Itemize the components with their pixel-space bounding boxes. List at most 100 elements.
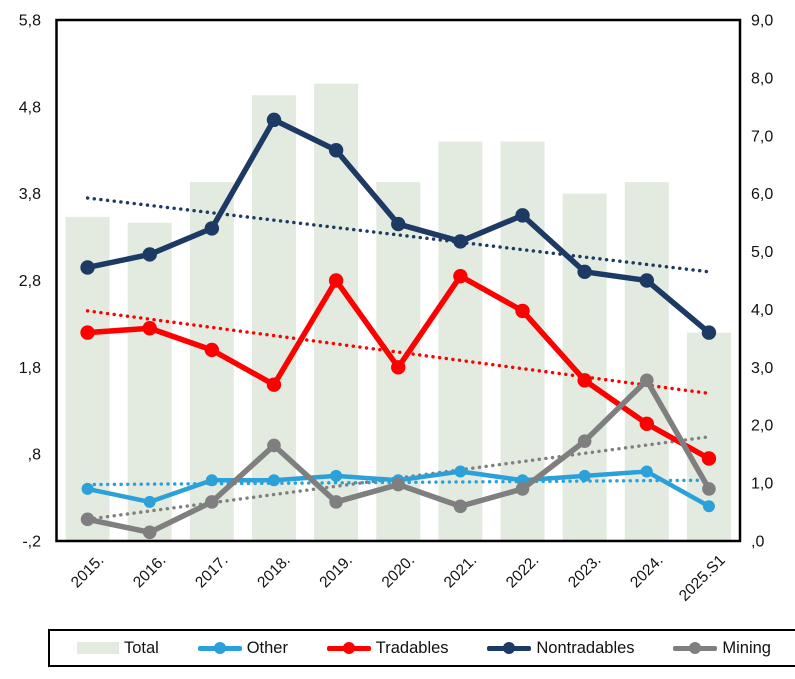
right-axis-tick: ,0: [751, 534, 764, 551]
marker-other: [578, 469, 591, 482]
marker-mining: [391, 477, 406, 492]
legend-swatch-line-dot: [673, 641, 718, 655]
trendline-tradables: [85, 309, 711, 396]
right-axis-tick: 8,0: [751, 70, 773, 87]
marker-other: [267, 474, 280, 487]
left-axis-tick: ,8: [28, 447, 41, 464]
x-axis-label: 2017.: [192, 552, 231, 591]
right-axis-tick: 7,0: [751, 128, 773, 145]
trendline-nontradables: [85, 196, 711, 274]
legend-label: Other: [246, 638, 288, 657]
left-axis-tick: 3,8: [19, 186, 41, 203]
legend-item-mining: Mining: [673, 639, 771, 658]
marker-nontradables: [142, 247, 157, 262]
marker-other: [454, 465, 467, 478]
marker-tradables: [453, 268, 468, 284]
legend-label: Total: [124, 638, 159, 657]
x-axis-label: 2019.: [316, 552, 355, 591]
marker-tradables: [515, 303, 530, 319]
right-axis-tick: 4,0: [751, 302, 773, 319]
legend-dot: [689, 642, 702, 654]
left-axis-tick: 5,8: [19, 13, 41, 30]
left-axis-tick: 2,8: [19, 273, 41, 290]
legend-item-tradables: Tradables: [326, 638, 449, 658]
legend-swatch-line-dot: [326, 641, 371, 655]
marker-other: [330, 469, 343, 482]
marker-mining: [639, 373, 654, 388]
marker-other: [143, 495, 156, 508]
x-axis-label: 2021.: [441, 552, 480, 591]
marker-other: [81, 482, 94, 495]
legend-label: Tradables: [375, 638, 449, 657]
bar-total: [624, 182, 669, 542]
bar-total: [314, 83, 359, 541]
left-axis-tick: -,2: [22, 534, 41, 551]
marker-mining: [577, 434, 592, 448]
marker-nontradables: [577, 264, 592, 280]
right-axis-tick: 1,0: [751, 476, 773, 493]
marker-mining: [142, 525, 157, 540]
legend-swatch-line-dot: [197, 641, 242, 655]
marker-nontradables: [515, 208, 530, 223]
marker-mining: [80, 512, 95, 527]
legend-item-other: Other: [197, 638, 288, 658]
marker-nontradables: [701, 325, 717, 340]
marker-tradables: [328, 273, 344, 288]
marker-mining: [329, 495, 343, 509]
marker-tradables: [142, 321, 157, 336]
marker-other: [205, 474, 218, 487]
bar-total: [562, 193, 607, 541]
marker-tradables: [639, 416, 654, 431]
legend-item-nontradables: Nontradables: [487, 638, 635, 658]
right-axis-tick: 3,0: [751, 360, 773, 377]
x-axis-label: 2016.: [130, 552, 169, 591]
marker-tradables: [391, 360, 406, 375]
marker-mining: [515, 482, 530, 496]
marker-mining: [702, 482, 716, 496]
marker-tradables: [80, 325, 95, 340]
marker-nontradables: [204, 221, 220, 236]
legend-dot: [213, 642, 226, 654]
x-axis-label: 2023.: [565, 552, 604, 591]
x-axis-label: 2022.: [503, 552, 542, 591]
legend-label: Mining: [722, 638, 771, 657]
marker-mining: [453, 499, 468, 514]
marker-other: [640, 465, 653, 478]
legend-dot: [503, 642, 516, 654]
legend-swatch-line-dot: [487, 641, 532, 655]
legend-swatch-bar: [77, 642, 119, 654]
legend-dot: [342, 642, 355, 654]
chart-legend: Total Other Tradables Nontradables Mining: [48, 629, 795, 667]
x-axis-label: 2020.: [379, 552, 418, 591]
marker-tradables: [266, 377, 282, 392]
marker-nontradables: [80, 260, 95, 275]
marker-mining: [205, 495, 219, 509]
right-axis-tick: 2,0: [751, 418, 773, 435]
right-axis-tick: 5,0: [751, 244, 773, 261]
bar-total: [251, 95, 296, 541]
marker-nontradables: [639, 273, 654, 288]
marker-mining: [267, 438, 281, 453]
marker-tradables: [577, 373, 592, 388]
x-axis-label: 2025.S1: [676, 552, 729, 605]
marker-other: [702, 500, 715, 513]
marker-tradables: [701, 451, 717, 466]
x-axis-label: 2024.: [627, 552, 666, 591]
marker-tradables: [204, 342, 220, 358]
right-axis-tick: 6,0: [751, 186, 773, 203]
bar-total: [127, 222, 172, 541]
marker-nontradables: [328, 143, 344, 158]
plot-frame: [55, 18, 742, 543]
legend-label: Nontradables: [536, 638, 635, 657]
right-axis-tick: 9,0: [751, 13, 773, 30]
legend-item-total: Total: [77, 639, 159, 658]
marker-nontradables: [391, 216, 406, 232]
left-axis-tick: 4,8: [19, 99, 41, 116]
x-axis-label: 2018.: [254, 552, 293, 591]
left-axis-tick: 1,8: [19, 360, 41, 377]
x-axis-label: 2015.: [68, 552, 107, 591]
marker-nontradables: [266, 112, 282, 128]
marker-nontradables: [453, 234, 468, 249]
